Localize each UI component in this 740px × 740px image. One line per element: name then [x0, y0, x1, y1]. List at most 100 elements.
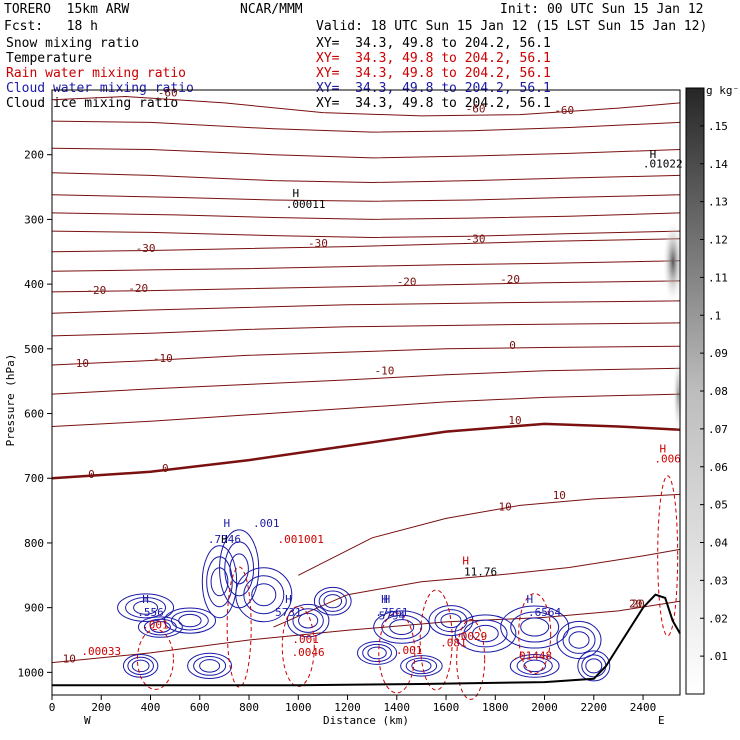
- field-label: .00033: [81, 645, 121, 658]
- temperature-label: -20: [86, 284, 106, 297]
- field-label: 5794: [379, 609, 406, 622]
- plot-frame: [51, 89, 681, 696]
- field-label: H: [526, 593, 533, 606]
- temperature-contour: [51, 95, 681, 117]
- colorbar-tick-label: .04: [708, 537, 728, 550]
- cloud-water-contour: [428, 605, 474, 637]
- x-tick-label: 400: [141, 701, 161, 714]
- cloud-water-contour: [298, 612, 319, 629]
- cloud-water-contour: [318, 590, 347, 612]
- east-label: E: [658, 714, 665, 727]
- field-label: 10: [63, 653, 76, 666]
- legend-snow-xy: XY= 34.3, 49.8 to 204.2, 56.1: [316, 36, 551, 51]
- temperature-contour: [51, 260, 681, 272]
- rain-water-contour: [136, 628, 174, 690]
- cloud-water-contour: [193, 655, 227, 676]
- cloud-water-contour: [137, 616, 183, 638]
- rain-water-contour: [657, 475, 679, 637]
- snow-shading: [663, 220, 683, 304]
- temperature-contour: [51, 230, 681, 239]
- field-label: H: [650, 148, 657, 161]
- cloud-water-contour: [171, 610, 209, 631]
- cloud-water-contour: [224, 541, 255, 597]
- cloud-water-contour: [313, 586, 352, 616]
- y-tick-label: 900: [24, 602, 44, 615]
- y-tick-label: 600: [24, 408, 44, 421]
- cloud-water-contour: [117, 593, 175, 622]
- y-tick-label: 1000: [18, 666, 45, 679]
- legend-cloud-ice-xy: XY= 34.3, 49.8 to 204.2, 56.1: [316, 96, 551, 111]
- field-label: .01022: [643, 158, 683, 171]
- field-label: .01448: [512, 649, 552, 662]
- temperature-label: 0: [162, 462, 169, 475]
- x-tick-label: 1000: [285, 701, 312, 714]
- temperature-contour: [298, 493, 681, 576]
- colorbar-tick-label: .02: [708, 612, 728, 625]
- field-label: H: [659, 442, 666, 455]
- temperature-contour: [51, 212, 681, 220]
- model-title: TORERO 15km ARW: [4, 2, 130, 17]
- temperature-label: -60: [466, 103, 486, 116]
- x-tick-label: 600: [190, 701, 210, 714]
- x-axis: 0 200 400 600 800 1000 1200 1400 1600 1800 2000 220…: [49, 695, 657, 714]
- colorbar-tick-label: .09: [708, 347, 728, 360]
- legend-rain: Rain water mixing ratio: [6, 66, 187, 81]
- cloud-water-contour: [389, 619, 415, 635]
- cloud-water-contour: [178, 613, 202, 628]
- cloud-water-contour: [472, 624, 499, 643]
- cloud-water-contour: [133, 600, 159, 615]
- cloud-water-contour: [229, 553, 249, 585]
- temperature-contour: [273, 548, 681, 628]
- temperature-label: -10: [375, 365, 395, 378]
- temperature-label: 0: [509, 339, 516, 352]
- y-axis-label: Pressure (hPa): [4, 354, 17, 447]
- center-title: NCAR/MMM: [240, 2, 303, 17]
- cloud-water-contour: [362, 643, 392, 663]
- cloud-water-contour: [131, 659, 150, 673]
- rain-water-contour: [419, 589, 453, 691]
- colorbar-tick-label: .13: [708, 196, 728, 209]
- cloud-water-contour: [454, 614, 517, 653]
- cloud-water-contour: [356, 641, 398, 665]
- colorbar-tick-label: .06: [708, 461, 728, 474]
- temperature-label: 0: [88, 468, 95, 481]
- terrain-line: [52, 593, 681, 687]
- field-label: H: [142, 593, 149, 606]
- cloud-water-contour: [463, 619, 508, 648]
- legend-temperature: Temperature: [6, 51, 93, 66]
- cloud-water-contour: [520, 617, 550, 637]
- cloud-water-contour: [562, 626, 596, 654]
- cloud-water-contour: [187, 652, 233, 679]
- snow-shading-lower: [673, 355, 683, 435]
- field-label: H: [221, 533, 228, 546]
- cloud-water-contour: [286, 603, 330, 638]
- cloud-water-contour: [323, 594, 343, 609]
- colorbar-ticks: .01 .02 .03 .04 .05 .06 .07 .08 .09 .1 .11 .12 .13 .1…: [700, 120, 728, 663]
- cloud-water-contour: [251, 583, 277, 607]
- colorbar-tick-label: .14: [708, 158, 728, 171]
- rain-water-contours: [136, 475, 679, 700]
- colorbar-tick-label: .07: [708, 423, 728, 436]
- temperature-label: -30: [466, 233, 486, 246]
- cloud-water-contour: [235, 567, 293, 623]
- field-label: .7346: [208, 533, 241, 546]
- rain-water-contour: [226, 566, 252, 688]
- contour-labels: -60 -60 -60 -30 -30 -30 -20 -20 -20 -20 -10 -10 -10 0…: [63, 86, 683, 665]
- colorbar-tick-label: .08: [708, 385, 728, 398]
- field-label: .00011: [286, 198, 326, 211]
- temperature-label: -60: [158, 86, 178, 99]
- x-tick-label: 1400: [384, 701, 411, 714]
- field-label: .7561: [375, 606, 408, 619]
- x-tick-label: 2400: [630, 701, 657, 714]
- init-time: Init: 00 UTC Sun 15 Jan 12: [500, 2, 704, 17]
- field-label: .001: [292, 633, 319, 646]
- y-tick-label: 400: [24, 278, 44, 291]
- field-label: 20: [629, 598, 642, 611]
- cloud-water-contour: [122, 653, 159, 678]
- temperature-label: -30: [136, 242, 156, 255]
- field-label: H: [285, 593, 292, 606]
- cloud-water-contour: [381, 614, 423, 640]
- field-label: H: [384, 593, 391, 606]
- temperature-contour: [51, 300, 681, 314]
- rain-water-contour: [518, 593, 552, 675]
